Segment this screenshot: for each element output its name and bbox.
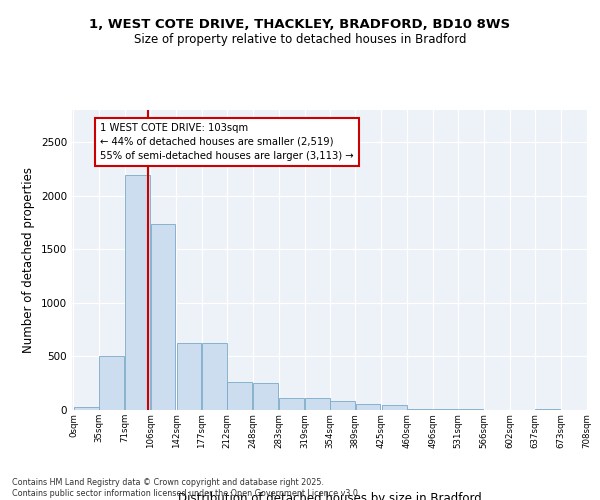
Bar — [407, 409, 432, 410]
Bar — [458, 409, 484, 410]
Bar — [99, 356, 124, 410]
Bar — [125, 176, 150, 410]
Bar — [176, 342, 202, 410]
Text: Contains HM Land Registry data © Crown copyright and database right 2025.
Contai: Contains HM Land Registry data © Crown c… — [12, 478, 361, 498]
Text: 1 WEST COTE DRIVE: 103sqm
← 44% of detached houses are smaller (2,519)
55% of se: 1 WEST COTE DRIVE: 103sqm ← 44% of detac… — [100, 123, 354, 161]
Bar — [382, 404, 407, 410]
Bar — [253, 382, 278, 410]
Bar — [535, 409, 560, 410]
Text: 1, WEST COTE DRIVE, THACKLEY, BRADFORD, BD10 8WS: 1, WEST COTE DRIVE, THACKLEY, BRADFORD, … — [89, 18, 511, 30]
Y-axis label: Number of detached properties: Number of detached properties — [22, 167, 35, 353]
X-axis label: Distribution of detached houses by size in Bradford: Distribution of detached houses by size … — [178, 492, 482, 500]
Bar — [202, 342, 227, 410]
Bar — [151, 224, 175, 410]
Bar — [305, 398, 330, 410]
Bar — [356, 404, 380, 410]
Bar — [74, 407, 98, 410]
Bar — [227, 382, 252, 410]
Text: Size of property relative to detached houses in Bradford: Size of property relative to detached ho… — [134, 32, 466, 46]
Bar — [330, 402, 355, 410]
Bar — [279, 398, 304, 410]
Bar — [433, 409, 458, 410]
